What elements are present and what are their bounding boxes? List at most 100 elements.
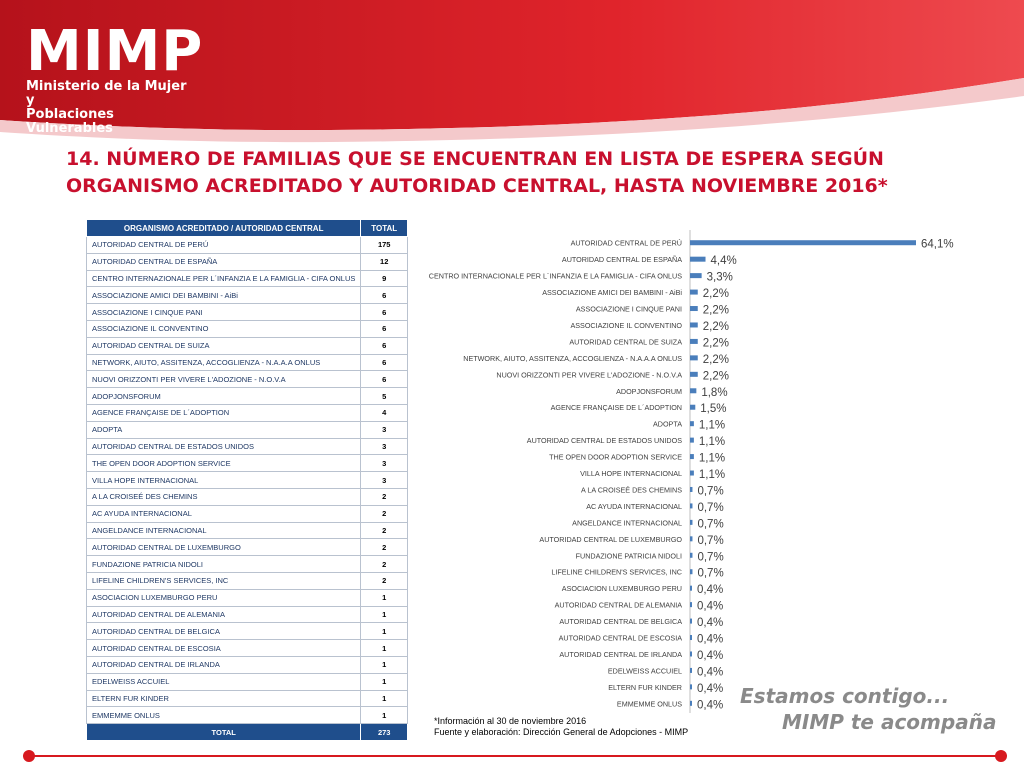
chart-bar (690, 585, 692, 591)
footnote-line2: Fuente y elaboración: Dirección General … (434, 727, 689, 737)
chart-value-label: 0,4% (697, 699, 723, 711)
chart-bar (690, 618, 692, 624)
chart-value-label: 0,7% (697, 568, 723, 580)
table-cell-total: 3 (360, 420, 408, 439)
table-cell-total: 2 (360, 487, 408, 506)
chart-value-label: 2,2% (703, 354, 729, 366)
chart-value-label: 0,7% (697, 551, 723, 563)
table-row: A LA CROISEÉ DES CHEMINS 2 (85, 487, 408, 506)
table-total-value: 273 (360, 723, 408, 741)
table-cell-total: 6 (360, 353, 408, 372)
slogan: Estamos contigo... MIMP te acompaña (740, 684, 1000, 734)
chart-value-label: 2,2% (703, 370, 729, 382)
table-cell-organism: AUTORIDAD CENTRAL DE SUIZA (85, 336, 362, 355)
chart-bar (690, 306, 698, 312)
chart-bar (690, 503, 693, 509)
chart-bar (690, 256, 706, 262)
table-cell-organism: AUTORIDAD CENTRAL DE LUXEMBURGO (85, 538, 362, 557)
chart-value-label: 2,2% (703, 321, 729, 333)
table-cell-total: 2 (360, 571, 408, 590)
table-total-label: TOTAL (85, 723, 362, 741)
chart-value-label: 2,2% (703, 305, 729, 317)
table-cell-organism: AC AYUDA INTERNACIONAL (85, 504, 362, 523)
table-row: AUTORIDAD CENTRAL DE SUIZA 6 (85, 336, 408, 355)
chart-category-label: ASSOCIAZIONE I CINQUE PANI (576, 305, 682, 314)
chart-category-label: AUTORIDAD CENTRAL DE ALEMANIA (555, 601, 683, 610)
table-row: ASSOCIAZIONE I CINQUE PANI 6 (85, 303, 408, 321)
table-row: AUTORIDAD CENTRAL DE PERÚ 175 (85, 236, 408, 254)
mimp-logo: MIMP Ministerio de la Mujer y Poblacione… (26, 24, 202, 136)
table-row: AUTORIDAD CENTRAL DE ALEMANIA 1 (85, 605, 408, 624)
table-cell-total: 1 (360, 655, 408, 674)
table-row: AUTORIDAD CENTRAL DE IRLANDA 1 (85, 655, 408, 674)
chart-value-label: 0,4% (697, 584, 723, 596)
table-cell-total: 12 (360, 252, 408, 271)
chart-value-label: 0,7% (697, 535, 723, 547)
table-cell-total: 1 (360, 639, 408, 657)
chart-bar (690, 437, 694, 443)
chart-category-label: AUTORIDAD CENTRAL DE ESTADOS UNIDOS (527, 436, 682, 445)
chart-category-label: AUTORIDAD CENTRAL DE PERÚ (571, 239, 682, 248)
chart-value-label: 64,1% (921, 239, 954, 251)
chart-bar (690, 684, 692, 690)
table-cell-total: 6 (360, 336, 408, 355)
footnote-line1: *Información al 30 de noviembre 2016 (434, 716, 587, 726)
chart-value-label: 0,7% (697, 518, 723, 530)
table-cell-total: 3 (360, 437, 408, 456)
table-row: AUTORIDAD CENTRAL DE ESPAÑA 12 (85, 252, 408, 271)
table-cell-total: 1 (360, 706, 408, 725)
table-cell-organism: AUTORIDAD CENTRAL DE PERÚ (85, 236, 362, 254)
chart-value-label: 0,7% (697, 485, 723, 497)
chart-category-label: AUTORIDAD CENTRAL DE ESCOSIA (559, 634, 683, 643)
table-cell-organism: EMMEMME ONLUS (85, 706, 362, 725)
table-cell-organism: EDELWEISS ACCUIEL (85, 672, 362, 691)
chart-category-label: ANGELDANCE INTERNACIONAL (572, 518, 682, 527)
table-header-row: ORGANISMO ACREDITADO / AUTORIDAD CENTRAL… (85, 219, 408, 237)
footnote: *Información al 30 de noviembre 2016 Fue… (434, 716, 688, 738)
chart-bar (690, 355, 698, 361)
chart-category-label: ASSOCIAZIONE AMICI DEI BAMBINI - AiBi (542, 288, 682, 297)
chart-category-label: ADOPTA (653, 420, 682, 429)
table-cell-total: 3 (360, 454, 408, 473)
table-total-row: TOTAL 273 (85, 723, 408, 741)
chart-bar (690, 635, 692, 641)
table-cell-total: 2 (360, 555, 408, 573)
chart-category-label: ELTERN FUR KINDER (608, 683, 682, 692)
table-row: ADOPTA 3 (85, 420, 408, 439)
slide-title-line1: 14. NÚMERO DE FAMILIAS QUE SE ENCUENTRAN… (66, 148, 884, 170)
chart-category-label: AUTORIDAD CENTRAL DE SUIZA (569, 337, 682, 346)
chart-value-label: 0,7% (697, 502, 723, 514)
table-row: FUNDAZIONE PATRICIA NIDOLI 2 (85, 555, 408, 573)
logo-subtitle-line1: Ministerio de la Mujer y (26, 79, 187, 108)
chart-bar (690, 486, 693, 492)
chart-category-label: ADOPJONSFORUM (616, 387, 682, 396)
chart-category-label: AC AYUDA INTERNACIONAL (586, 502, 682, 511)
chart-value-label: 3,3% (707, 272, 733, 284)
chart-category-label: AGENCE FRANÇAISE DE L´ADOPTION (551, 403, 682, 412)
table-cell-organism: CENTRO INTERNAZIONALE PER L´INFANZIA E L… (85, 269, 362, 288)
table-cell-organism: NETWORK, AIUTO, ASSITENZA, ACCOGLIENZA -… (85, 353, 362, 372)
table-cell-total: 4 (360, 403, 408, 422)
table-cell-total: 2 (360, 521, 408, 540)
table-cell-total: 6 (360, 319, 408, 338)
chart-category-label: LIFELINE CHILDREN'S SERVICES, INC (551, 568, 682, 577)
chart-bar (690, 421, 694, 427)
table-cell-organism: A LA CROISEÉ DES CHEMINS (85, 487, 362, 506)
chart-category-label: A LA CROISEÉ DES CHEMINS (581, 485, 682, 494)
table-row: ANGELDANCE INTERNACIONAL 2 (85, 521, 408, 540)
table-cell-organism: AGENCE FRANÇAISE DE L´ADOPTION (85, 403, 362, 422)
chart-category-label: ASOCIACION LUXEMBURGO PERU (562, 584, 682, 593)
chart-bar (690, 289, 698, 295)
chart-category-label: THE OPEN DOOR ADOPTION SERVICE (549, 453, 682, 462)
slide-title: 14. NÚMERO DE FAMILIAS QUE SE ENCUENTRAN… (66, 146, 966, 200)
chart-value-label: 1,1% (699, 436, 725, 448)
table-row: AC AYUDA INTERNACIONAL 2 (85, 504, 408, 523)
chart-category-label: AUTORIDAD CENTRAL DE IRLANDA (559, 650, 682, 659)
table-row: EMMEMME ONLUS 1 (85, 706, 408, 725)
table-cell-total: 3 (360, 471, 408, 489)
table-row: CENTRO INTERNAZIONALE PER L´INFANZIA E L… (85, 269, 408, 288)
table-row: EDELWEISS ACCUIEL 1 (85, 672, 408, 691)
chart-bar (690, 651, 692, 657)
chart-value-label: 0,4% (697, 617, 723, 629)
chart-value-label: 1,5% (700, 403, 726, 415)
